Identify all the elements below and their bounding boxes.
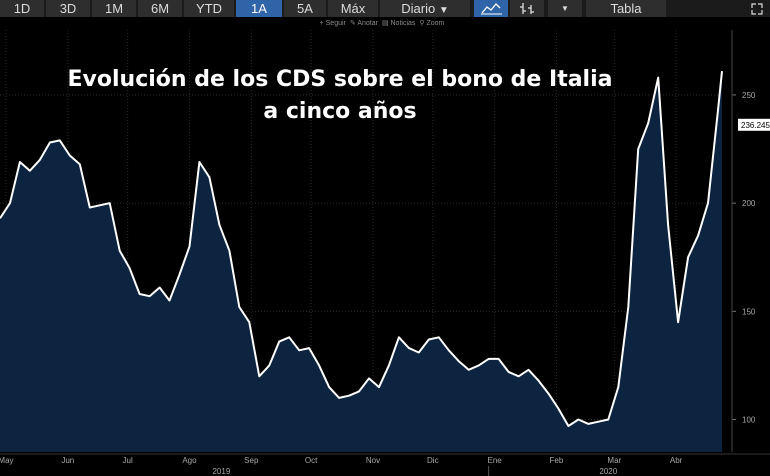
range-1a-button[interactable]: 1A (236, 0, 282, 17)
line-chart-icon[interactable] (474, 0, 508, 17)
range-3d-button[interactable]: 3D (46, 0, 90, 17)
annotate-label: Anotar (357, 20, 378, 27)
range-5a-button[interactable]: 5A (284, 0, 326, 17)
year-label: 2019 (212, 467, 230, 476)
chart-title: Evolución de los CDS sobre el bono de It… (0, 64, 680, 128)
ohlc-bar-icon[interactable] (510, 0, 544, 17)
chart-title-line-2: a cinco años (263, 99, 417, 124)
x-tick-label: Dic (427, 456, 439, 465)
follow-label: Seguir (325, 19, 346, 27)
x-tick-label: Jun (61, 456, 74, 465)
x-tick-label: Oct (305, 456, 318, 465)
last-value-label: 236.245 (741, 121, 770, 130)
last-value-box (738, 118, 770, 131)
series-line (0, 70, 723, 427)
area-fill (0, 71, 722, 452)
x-tick-label: Nov (366, 456, 380, 465)
x-tick-label: Feb (550, 456, 564, 465)
frequency-select[interactable]: Diario ▼ (380, 0, 470, 17)
follow-tool[interactable]: + Seguir (319, 19, 346, 27)
y-tick-label: 150 (742, 307, 756, 316)
caret-down-icon[interactable]: ▼ (548, 0, 582, 17)
y-tick-label: 100 (742, 416, 756, 425)
zoom-tool[interactable]: ⚲ Zoom (419, 20, 445, 27)
x-tick-label: Jul (123, 456, 133, 465)
y-tick-label: 200 (742, 199, 756, 208)
expand-icon[interactable] (744, 0, 770, 17)
x-tick-label: Ene (488, 456, 503, 465)
triangle-down-icon: ▼ (438, 5, 449, 16)
news-tool[interactable]: ▤ Noticias (381, 20, 416, 27)
x-tick-label: May (0, 456, 14, 465)
chart-toolbar: 1D 3D 1M 6M YTD 1A 5A Máx Diario ▼ ▼ Tab… (0, 0, 770, 17)
news-label: Noticias (390, 20, 416, 27)
year-label: 2020 (599, 467, 617, 476)
range-6m-button[interactable]: 6M (138, 0, 182, 17)
x-tick-label: Abr (670, 456, 683, 465)
y-tick-label: 250 (742, 91, 756, 100)
frequency-label: Diario (401, 1, 436, 16)
range-ytd-button[interactable]: YTD (184, 0, 234, 17)
x-tick-label: Sep (244, 456, 259, 465)
table-button[interactable]: Tabla (586, 0, 666, 17)
zoom-label: Zoom (426, 20, 445, 27)
range-1m-button[interactable]: 1M (92, 0, 136, 17)
x-tick-label: Mar (607, 456, 621, 465)
annotate-tool[interactable]: ✎ Anotar (349, 20, 378, 27)
chart-tools-bar: + Seguir ✎ Anotar ▤ Noticias ⚲ Zoom (298, 17, 466, 29)
x-tick-label: Ago (182, 456, 197, 465)
range-1d-button[interactable]: 1D (0, 0, 44, 17)
chart-title-line-1: Evolución de los CDS sobre el bono de It… (67, 67, 613, 92)
range-max-button[interactable]: Máx (328, 0, 378, 17)
